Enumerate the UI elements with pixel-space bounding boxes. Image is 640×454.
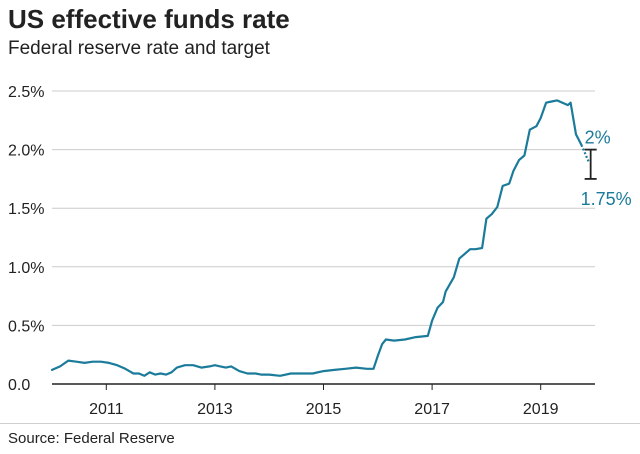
series-layer [50, 99, 590, 377]
y-tick-label: 0.0 [8, 377, 30, 394]
series-line [50, 99, 583, 377]
source-note: Source: Federal Reserve [8, 430, 175, 447]
chart-subtitle: Federal reserve rate and target [8, 38, 270, 59]
x-tick-label: 2015 [306, 401, 342, 418]
x-tick-label: 2017 [414, 401, 450, 418]
projection-line [580, 144, 590, 162]
x-tick-label: 2019 [523, 401, 559, 418]
target-low-label: 1.75% [581, 189, 632, 209]
y-axis-tick-labels: 0.0 0.5% 1.0% 1.5% 2.0% 2.5% [8, 84, 44, 394]
y-tick-label: 1.0% [8, 260, 44, 277]
y-tick-label: 2.0% [8, 143, 44, 160]
y-tick-label: 2.5% [8, 84, 44, 101]
grid-lines [52, 90, 595, 326]
chart-title: US effective funds rate [8, 4, 290, 34]
line-chart: 0.0 0.5% 1.0% 1.5% 2.0% 2.5% 2011 2013 2015 2017… [8, 84, 632, 418]
target-high-label: 2% [585, 128, 611, 148]
target-range: 2% 1.75% [581, 128, 632, 209]
footer-divider [0, 423, 640, 424]
y-tick-label: 0.5% [8, 318, 44, 335]
x-axis-tick-labels: 2011 2013 2015 2017 2019 [89, 384, 559, 418]
y-tick-label: 1.5% [8, 201, 44, 218]
x-tick-label: 2013 [197, 401, 233, 418]
x-tick-label: 2011 [89, 401, 124, 418]
